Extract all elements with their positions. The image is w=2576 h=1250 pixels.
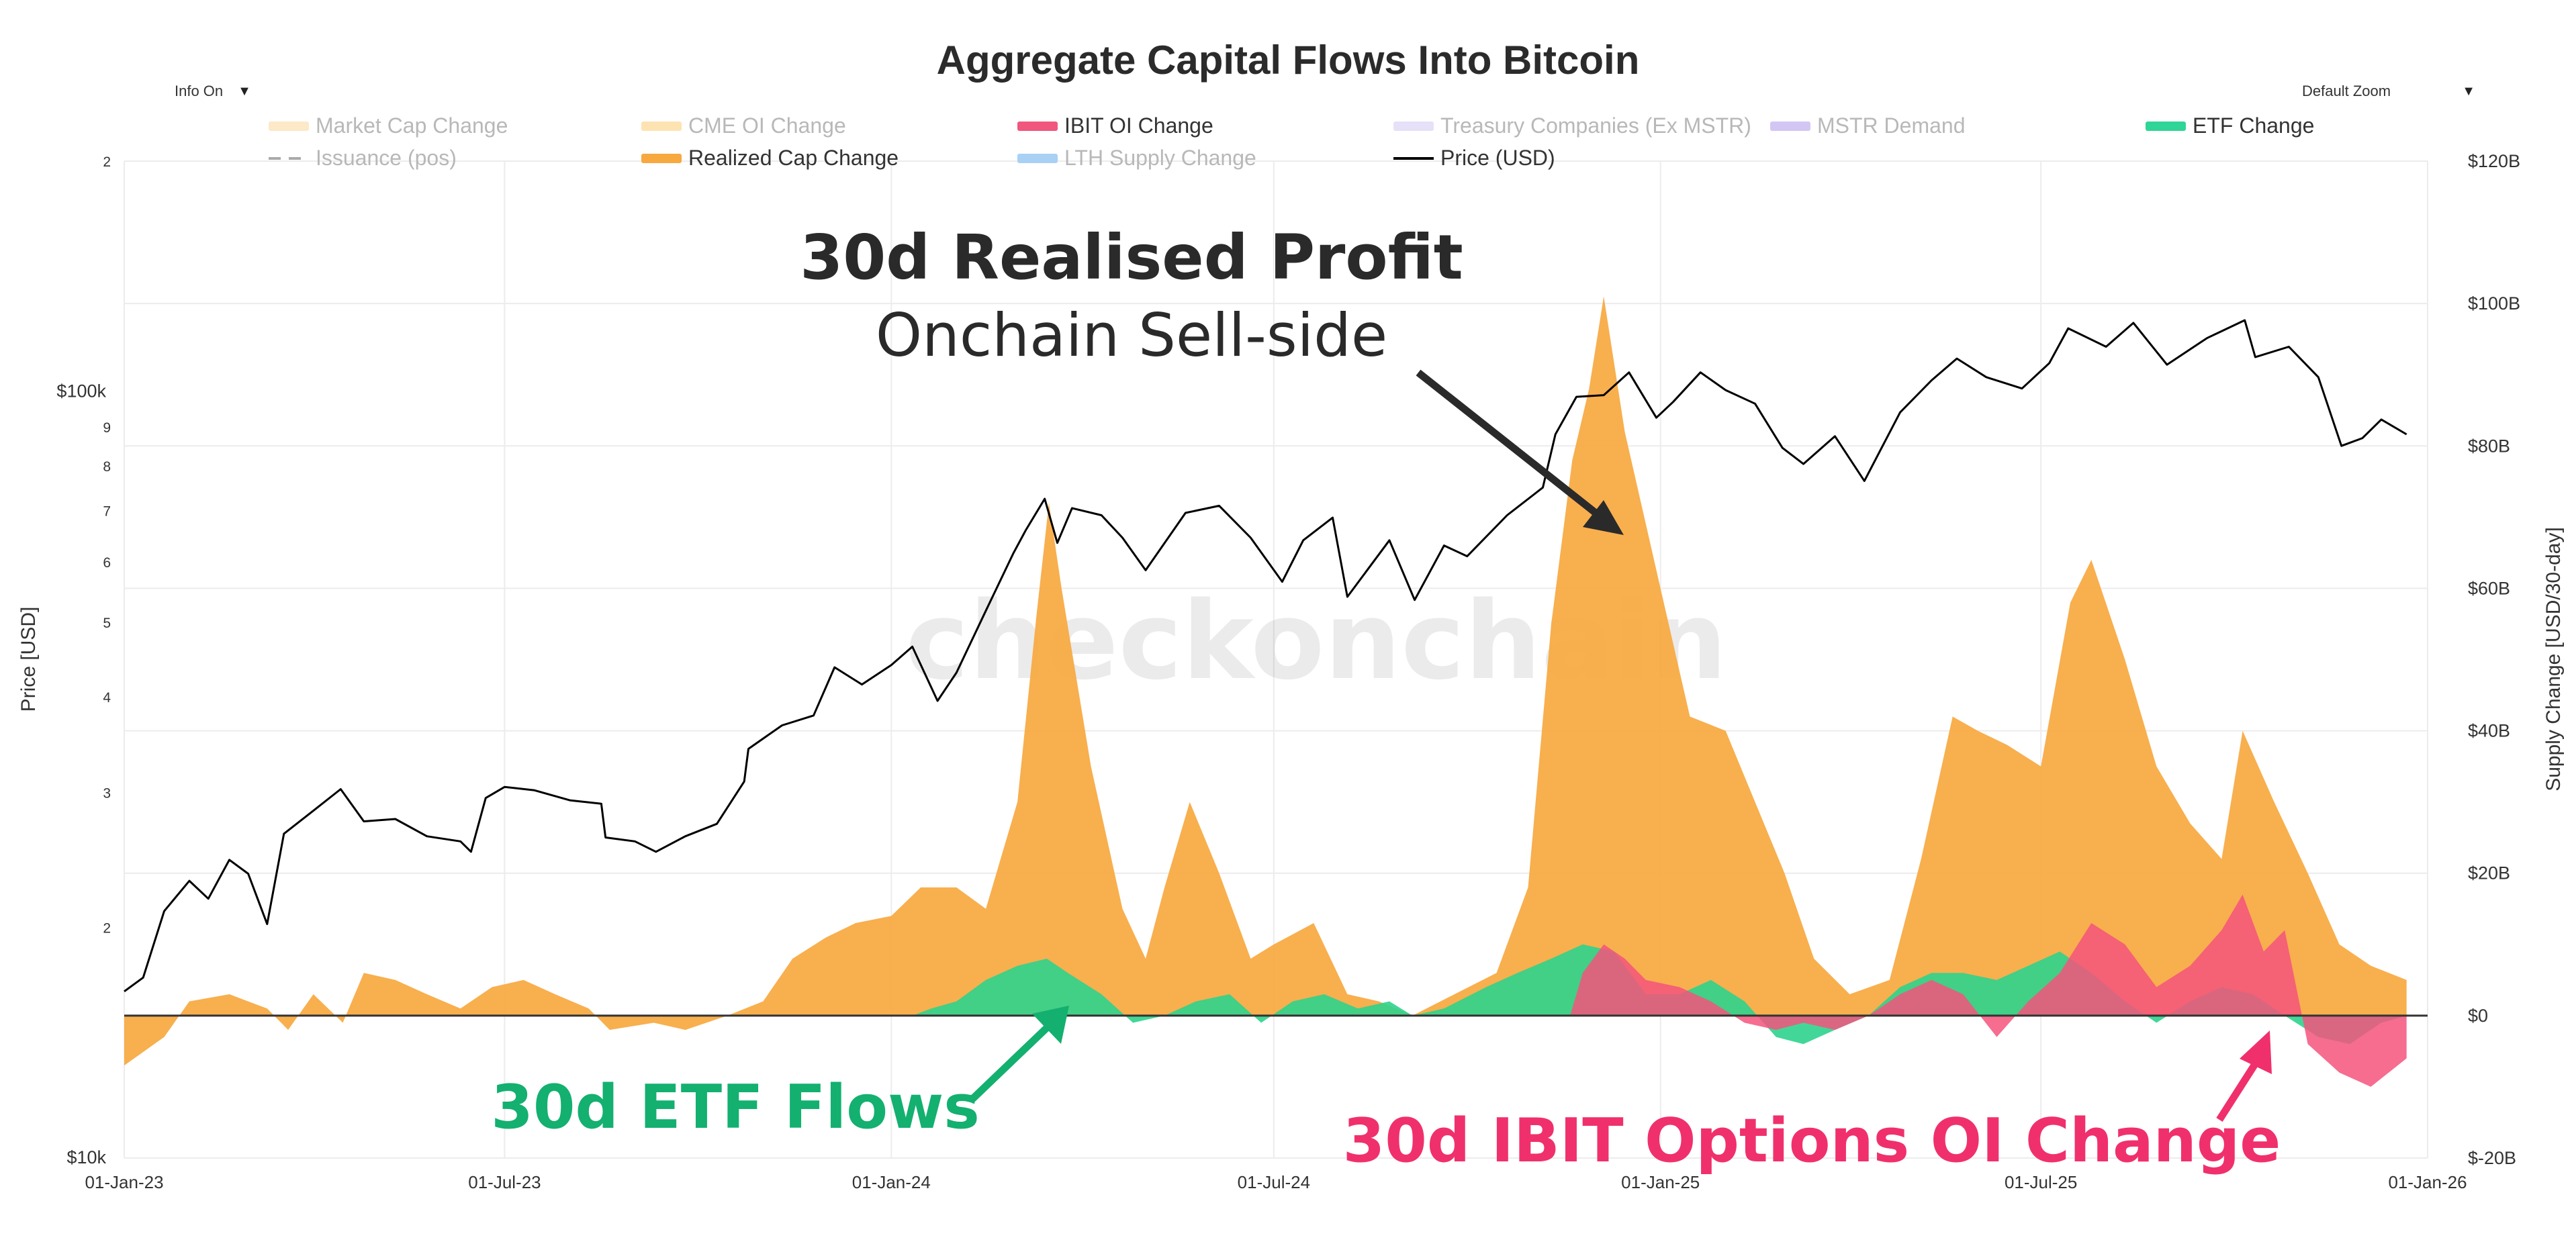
- annotation-ibit-arrowhead: [2240, 1030, 2272, 1074]
- y-left-tick-label: 2: [103, 920, 111, 936]
- legend-label: CME OI Change: [688, 113, 846, 138]
- legend-item[interactable]: IBIT OI Change: [1017, 113, 1213, 138]
- x-tick-label: 01-Jul-23: [468, 1172, 541, 1192]
- legend-item[interactable]: LTH Supply Change: [1017, 146, 1256, 170]
- chevron-down-icon: ▼: [2462, 83, 2475, 99]
- annotation-etf-arrow: [968, 1023, 1052, 1104]
- x-tick-label: 01-Jan-25: [1621, 1172, 1700, 1192]
- x-tick-label: 01-Jul-25: [2005, 1172, 2077, 1192]
- annotation-realised-profit-title: 30d Realised Profit: [800, 222, 1463, 293]
- y-left-tick-label: 5: [103, 616, 111, 631]
- annotation-etf-arrowhead: [1032, 1006, 1069, 1044]
- legend-item[interactable]: CME OI Change: [641, 113, 846, 138]
- price-line: [124, 319, 2407, 993]
- annotation-ibit-options: 30d IBIT Options OI Change: [1343, 1106, 2281, 1176]
- x-tick-label: 01-Jan-26: [2388, 1172, 2467, 1192]
- y-right-tick-label: $-20B: [2468, 1148, 2516, 1168]
- info-toggle-dropdown[interactable]: Info On ▼: [175, 76, 251, 107]
- zoom-select-label: Default Zoom: [2302, 83, 2391, 99]
- x-tick-label: 01-Jan-23: [85, 1172, 163, 1192]
- legend-swatch: [2146, 122, 2186, 131]
- legend-label: LTH Supply Change: [1064, 146, 1256, 170]
- legend-swatch: [1017, 122, 1058, 131]
- y-right-tick-label: $80B: [2468, 436, 2510, 456]
- legend-swatch: [1393, 122, 1434, 131]
- legend-swatch: [1770, 122, 1810, 131]
- y-right-tick-label: $120B: [2468, 151, 2520, 171]
- y-left-tick-label: $100k: [56, 381, 106, 401]
- legend-label: Market Cap Change: [316, 113, 508, 138]
- legend-swatch: [641, 122, 682, 131]
- y-right-tick-label: $0: [2468, 1006, 2488, 1026]
- annotation-profit-arrowhead: [1583, 500, 1624, 535]
- y-right-tick-label: $100B: [2468, 293, 2520, 314]
- legend-item[interactable]: ETF Change: [2146, 113, 2314, 138]
- annotation-realised-profit-subtitle: Onchain Sell-side: [876, 301, 1387, 370]
- legend-label: ETF Change: [2193, 113, 2314, 138]
- y-left-tick-label: 3: [103, 785, 111, 801]
- legend-item[interactable]: Market Cap Change: [269, 113, 508, 138]
- annotation-profit-arrow: [1416, 369, 1608, 524]
- legend-label: Treasury Companies (Ex MSTR): [1440, 113, 1751, 138]
- annotations: 30d Realised Profit Onchain Sell-side 30…: [491, 222, 2281, 1176]
- legend-label: Issuance (pos): [316, 146, 457, 170]
- price-line-layer: [124, 319, 2407, 993]
- legend-label: MSTR Demand: [1817, 113, 1966, 138]
- y-left-tick-label: $10k: [66, 1147, 106, 1167]
- legend-swatch: [641, 154, 682, 163]
- x-tick-label: 01-Jul-24: [1238, 1172, 1310, 1192]
- zoom-select-dropdown[interactable]: Default Zoom ▼: [2302, 76, 2475, 107]
- y-left-tick-label: 2: [103, 154, 111, 170]
- x-tick-label: 01-Jan-24: [852, 1172, 931, 1192]
- area-series: [124, 296, 2407, 1087]
- y-right-axis-title: Supply Change [USD/30-day]: [2542, 527, 2565, 791]
- legend-label: Price (USD): [1440, 146, 1555, 170]
- legend-swatch: [1017, 154, 1058, 163]
- y-left-tick-label: 4: [103, 690, 111, 706]
- legend-label: IBIT OI Change: [1064, 113, 1213, 138]
- chart-title: Aggregate Capital Flows Into Bitcoin: [937, 38, 1640, 83]
- annotation-ibit-arrow: [2216, 1060, 2260, 1122]
- legend-item[interactable]: Issuance (pos): [269, 146, 457, 170]
- area-ibit-oi-change: [1570, 894, 2407, 1087]
- y-right-tick-label: $60B: [2468, 578, 2510, 598]
- info-toggle-label: Info On: [175, 83, 224, 99]
- y-left-axis-title: Price [USD]: [17, 607, 40, 712]
- chevron-down-icon: ▼: [238, 83, 251, 99]
- y-right-tick-label: $40B: [2468, 721, 2510, 741]
- legend-item[interactable]: MSTR Demand: [1770, 113, 1966, 138]
- y-left-tick-label: 9: [103, 420, 111, 436]
- y-left-tick-label: 6: [103, 555, 111, 571]
- legend-item[interactable]: Realized Cap Change: [641, 146, 899, 170]
- legend-item[interactable]: Price (USD): [1393, 146, 1555, 170]
- y-left-tick-label: 7: [103, 503, 111, 519]
- annotation-etf-flows: 30d ETF Flows: [491, 1072, 980, 1143]
- legend-label: Realized Cap Change: [688, 146, 899, 170]
- legend: Market Cap Change CME OI Change IBIT OI Ch…: [269, 113, 2314, 170]
- axes: $-20B $0 $20B $40B $60B $80B $100B $120B $10k 2 3 4…: [17, 151, 2565, 1192]
- y-left-tick-label: 8: [103, 459, 111, 475]
- y-right-tick-label: $20B: [2468, 863, 2510, 883]
- legend-swatch: [269, 122, 309, 131]
- legend-item[interactable]: Treasury Companies (Ex MSTR): [1393, 113, 1751, 138]
